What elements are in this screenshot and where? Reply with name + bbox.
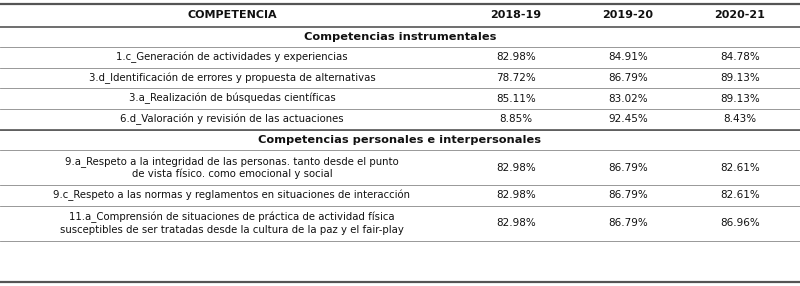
Text: 3.d_Identificación de errores y propuesta de alternativas: 3.d_Identificación de errores y propuest…: [89, 72, 375, 84]
Text: 6.d_Valoración y revisión de las actuaciones: 6.d_Valoración y revisión de las actuaci…: [120, 114, 344, 125]
Text: 82.98%: 82.98%: [496, 218, 536, 228]
Text: 2019-20: 2019-20: [602, 10, 654, 20]
Text: COMPETENCIA: COMPETENCIA: [187, 10, 277, 20]
Text: 83.02%: 83.02%: [608, 94, 648, 104]
Text: 89.13%: 89.13%: [720, 94, 760, 104]
Text: 82.98%: 82.98%: [496, 53, 536, 63]
Text: 8.43%: 8.43%: [723, 114, 757, 124]
Text: 86.79%: 86.79%: [608, 190, 648, 200]
Text: 86.79%: 86.79%: [608, 73, 648, 83]
Text: 2020-21: 2020-21: [714, 10, 766, 20]
Text: 8.85%: 8.85%: [499, 114, 533, 124]
Text: 86.79%: 86.79%: [608, 218, 648, 228]
Text: 9.a_Respeto a la integridad de las personas. tanto desde el punto
de vista físic: 9.a_Respeto a la integridad de las perso…: [65, 156, 399, 179]
Text: 3.a_Realización de búsquedas científicas: 3.a_Realización de búsquedas científicas: [129, 93, 335, 104]
Text: 86.96%: 86.96%: [720, 218, 760, 228]
Text: 9.c_Respeto a las normas y reglamentos en situaciones de interacción: 9.c_Respeto a las normas y reglamentos e…: [54, 190, 410, 201]
Text: 78.72%: 78.72%: [496, 73, 536, 83]
Text: 82.98%: 82.98%: [496, 162, 536, 172]
Text: 84.78%: 84.78%: [720, 53, 760, 63]
Text: 92.45%: 92.45%: [608, 114, 648, 124]
Text: 82.98%: 82.98%: [496, 190, 536, 200]
Text: 84.91%: 84.91%: [608, 53, 648, 63]
Text: 82.61%: 82.61%: [720, 190, 760, 200]
Text: 2018-19: 2018-19: [490, 10, 542, 20]
Text: 11.a_Comprensión de situaciones de práctica de actividad física
susceptibles de : 11.a_Comprensión de situaciones de práct…: [60, 212, 404, 235]
Text: 85.11%: 85.11%: [496, 94, 536, 104]
Text: 89.13%: 89.13%: [720, 73, 760, 83]
Text: 86.79%: 86.79%: [608, 162, 648, 172]
Text: 1.c_Generación de actividades y experiencias: 1.c_Generación de actividades y experien…: [116, 52, 348, 63]
Text: Competencias instrumentales: Competencias instrumentales: [304, 32, 496, 42]
Text: 82.61%: 82.61%: [720, 162, 760, 172]
Text: Competencias personales e interpersonales: Competencias personales e interpersonale…: [258, 135, 542, 145]
